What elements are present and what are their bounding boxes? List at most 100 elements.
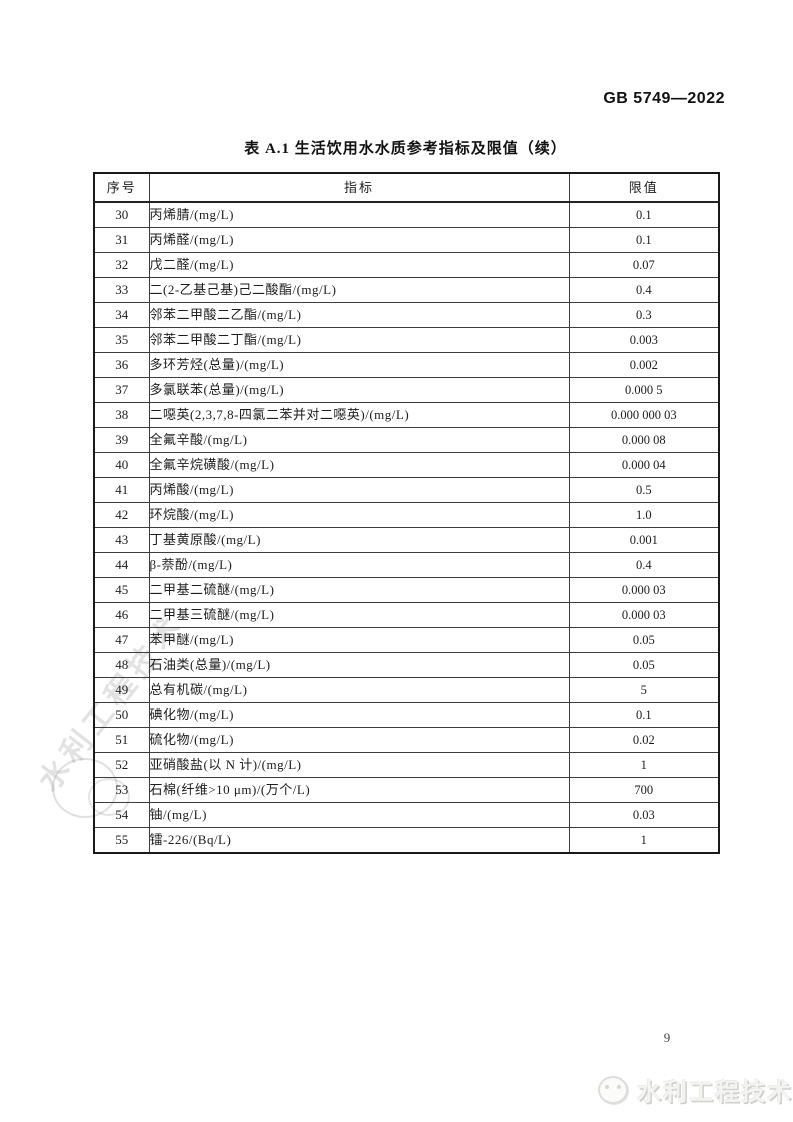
indicator-cell: β-萘酚/(mg/L) xyxy=(148,552,570,578)
indicator-cell: 总有机碳/(mg/L) xyxy=(148,677,570,703)
limit-cell: 1 xyxy=(568,827,720,854)
table-row: 40 全氟辛烷磺酸/(mg/L) 0.000 04 xyxy=(93,452,720,478)
table-row: 53 石棉(纤维>10 μm)/(万个/L) 700 xyxy=(93,777,720,803)
footer-logo-text: 水利工程技术 xyxy=(637,1079,793,1106)
column-header-number: 序号 xyxy=(93,172,150,203)
row-number-cell: 30 xyxy=(93,201,150,228)
limit-cell: 0.000 03 xyxy=(568,577,720,603)
row-number-cell: 38 xyxy=(93,402,150,428)
column-header-indicator: 指标 xyxy=(148,172,570,203)
indicator-cell: 二甲基三硫醚/(mg/L) xyxy=(148,602,570,628)
limit-cell: 0.000 08 xyxy=(568,427,720,453)
table-row: 33 二(2-乙基己基)己二酸酯/(mg/L) 0.4 xyxy=(93,277,720,303)
row-number-cell: 39 xyxy=(93,427,150,453)
row-number-cell: 54 xyxy=(93,802,150,828)
indicator-cell: 多氯联苯(总量)/(mg/L) xyxy=(148,377,570,403)
limit-cell: 0.000 03 xyxy=(568,602,720,628)
row-number-cell: 49 xyxy=(93,677,150,703)
limit-cell: 0.1 xyxy=(568,201,720,228)
row-number-cell: 35 xyxy=(93,327,150,353)
row-number-cell: 48 xyxy=(93,652,150,678)
row-number-cell: 33 xyxy=(93,277,150,303)
limit-cell: 0.07 xyxy=(568,252,720,278)
indicator-cell: 丁基黄原酸/(mg/L) xyxy=(148,527,570,553)
limit-cell: 0.003 xyxy=(568,327,720,353)
table-row: 34 邻苯二甲酸二乙酯/(mg/L) 0.3 xyxy=(93,302,720,328)
limit-cell: 5 xyxy=(568,677,720,703)
row-number-cell: 45 xyxy=(93,577,150,603)
indicator-cell: 碘化物/(mg/L) xyxy=(148,702,570,728)
row-number-cell: 55 xyxy=(93,827,150,854)
row-number-cell: 44 xyxy=(93,552,150,578)
table-row: 43 丁基黄原酸/(mg/L) 0.001 xyxy=(93,527,720,553)
row-number-cell: 42 xyxy=(93,502,150,528)
indicator-cell: 硫化物/(mg/L) xyxy=(148,727,570,753)
limit-cell: 0.1 xyxy=(568,227,720,253)
indicator-cell: 邻苯二甲酸二乙酯/(mg/L) xyxy=(148,302,570,328)
water-quality-reference-table: 序号 指标 限值 30 丙烯腈/(mg/L) 0.1 31 丙烯醛/(mg/L)… xyxy=(93,172,720,854)
table-row: 39 全氟辛酸/(mg/L) 0.000 08 xyxy=(93,427,720,453)
table-row: 48 石油类(总量)/(mg/L) 0.05 xyxy=(93,652,720,678)
indicator-cell: 戊二醛/(mg/L) xyxy=(148,252,570,278)
limit-cell: 0.05 xyxy=(568,627,720,653)
limit-cell: 0.1 xyxy=(568,702,720,728)
limit-cell: 0.3 xyxy=(568,302,720,328)
row-number-cell: 50 xyxy=(93,702,150,728)
indicator-cell: 二噁英(2,3,7,8-四氯二苯并对二噁英)/(mg/L) xyxy=(148,402,570,428)
row-number-cell: 47 xyxy=(93,627,150,653)
row-number-cell: 43 xyxy=(93,527,150,553)
indicator-cell: 多环芳烃(总量)/(mg/L) xyxy=(148,352,570,378)
table-row: 37 多氯联苯(总量)/(mg/L) 0.000 5 xyxy=(93,377,720,403)
indicator-cell: 邻苯二甲酸二丁酯/(mg/L) xyxy=(148,327,570,353)
indicator-cell: 亚硝酸盐(以 N 计)/(mg/L) xyxy=(148,752,570,778)
indicator-cell: 石棉(纤维>10 μm)/(万个/L) xyxy=(148,777,570,803)
indicator-cell: 二甲基二硫醚/(mg/L) xyxy=(148,577,570,603)
indicator-cell: 铀/(mg/L) xyxy=(148,802,570,828)
table-row: 30 丙烯腈/(mg/L) 0.1 xyxy=(93,201,720,228)
row-number-cell: 51 xyxy=(93,727,150,753)
row-number-cell: 34 xyxy=(93,302,150,328)
page-number: 9 xyxy=(663,1030,671,1045)
standard-code: GB 5749—2022 xyxy=(603,90,725,107)
indicator-cell: 丙烯腈/(mg/L) xyxy=(148,201,570,228)
table-row: 46 二甲基三硫醚/(mg/L) 0.000 03 xyxy=(93,602,720,628)
table-row: 54 铀/(mg/L) 0.03 xyxy=(93,802,720,828)
limit-cell: 0.4 xyxy=(568,552,720,578)
limit-cell: 0.001 xyxy=(568,527,720,553)
indicator-cell: 镭-226/(Bq/L) xyxy=(148,827,570,854)
table-row: 47 苯甲醚/(mg/L) 0.05 xyxy=(93,627,720,653)
indicator-cell: 全氟辛酸/(mg/L) xyxy=(148,427,570,453)
indicator-cell: 环烷酸/(mg/L) xyxy=(148,502,570,528)
row-number-cell: 36 xyxy=(93,352,150,378)
footer-logo: 水利工程技术 xyxy=(598,1072,793,1107)
limit-cell: 0.000 000 03 xyxy=(568,402,720,428)
table-row: 55 镭-226/(Bq/L) 1 xyxy=(93,827,720,854)
table-header-row: 序号 指标 限值 xyxy=(93,172,720,203)
table-row: 42 环烷酸/(mg/L) 1.0 xyxy=(93,502,720,528)
limit-cell: 0.02 xyxy=(568,727,720,753)
table-body: 30 丙烯腈/(mg/L) 0.1 31 丙烯醛/(mg/L) 0.1 32 戊… xyxy=(93,201,720,854)
indicator-cell: 丙烯酸/(mg/L) xyxy=(148,477,570,503)
indicator-cell: 全氟辛烷磺酸/(mg/L) xyxy=(148,452,570,478)
table-row: 49 总有机碳/(mg/L) 5 xyxy=(93,677,720,703)
table-row: 36 多环芳烃(总量)/(mg/L) 0.002 xyxy=(93,352,720,378)
mascot-icon xyxy=(598,1075,628,1104)
limit-cell: 0.002 xyxy=(568,352,720,378)
column-header-limit: 限值 xyxy=(568,172,720,203)
limit-cell: 0.03 xyxy=(568,802,720,828)
table-row: 52 亚硝酸盐(以 N 计)/(mg/L) 1 xyxy=(93,752,720,778)
limit-cell: 0.4 xyxy=(568,277,720,303)
row-number-cell: 31 xyxy=(93,227,150,253)
indicator-cell: 二(2-乙基己基)己二酸酯/(mg/L) xyxy=(148,277,570,303)
row-number-cell: 52 xyxy=(93,752,150,778)
limit-cell: 1.0 xyxy=(568,502,720,528)
limit-cell: 0.000 04 xyxy=(568,452,720,478)
table-row: 31 丙烯醛/(mg/L) 0.1 xyxy=(93,227,720,253)
table-row: 35 邻苯二甲酸二丁酯/(mg/L) 0.003 xyxy=(93,327,720,353)
indicator-cell: 苯甲醚/(mg/L) xyxy=(148,627,570,653)
row-number-cell: 32 xyxy=(93,252,150,278)
table-row: 50 碘化物/(mg/L) 0.1 xyxy=(93,702,720,728)
table-row: 41 丙烯酸/(mg/L) 0.5 xyxy=(93,477,720,503)
table-title: 表 A.1 生活饮用水水质参考指标及限值（续） xyxy=(244,141,567,157)
